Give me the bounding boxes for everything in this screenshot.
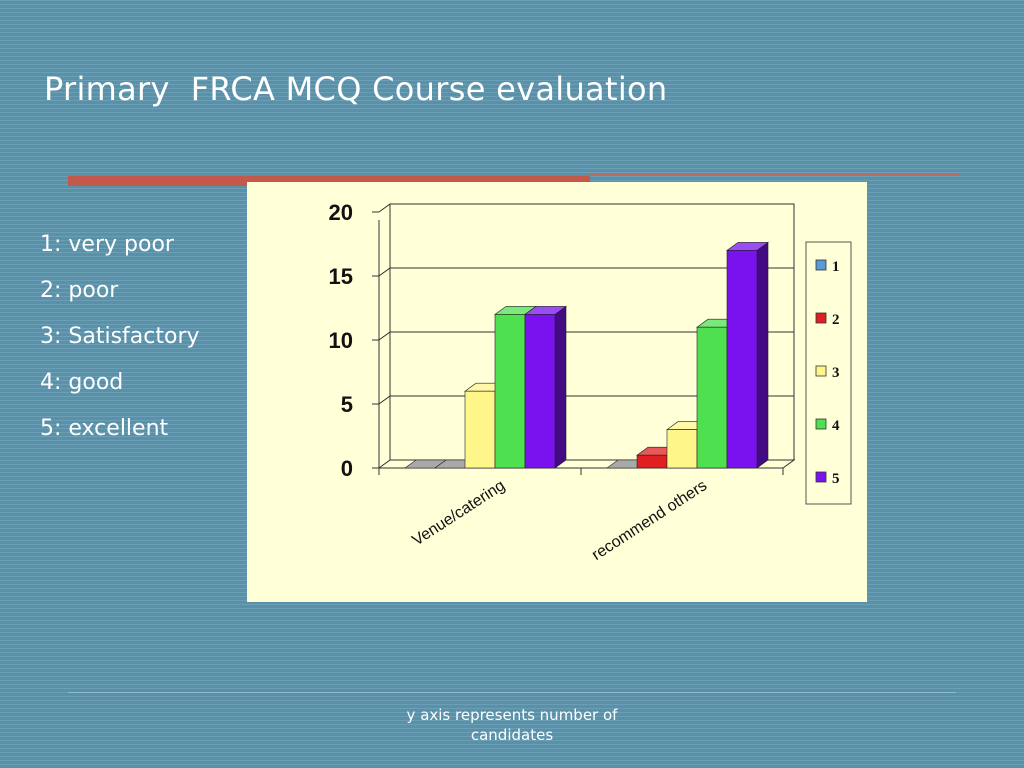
footnote: y axis represents number of candidates — [406, 706, 618, 744]
legend-swatch — [815, 259, 827, 271]
y-tick-label: 0 — [341, 456, 353, 481]
legend-swatch — [815, 312, 827, 324]
gridline — [378, 395, 794, 405]
title-underline-line — [590, 174, 960, 175]
gridline — [378, 331, 794, 341]
bar — [494, 314, 526, 469]
bar — [726, 250, 758, 469]
bar-side — [756, 241, 769, 469]
slide-title: Primary FRCA MCQ Course evaluation — [44, 70, 668, 108]
rating-scale-item: 4: good — [40, 370, 124, 395]
x-category-label: recommend others — [589, 477, 710, 564]
footer-divider — [68, 692, 956, 693]
bar — [666, 429, 698, 469]
rating-scale-item: 1: very poor — [40, 232, 174, 257]
y-tick-label: 20 — [329, 200, 353, 225]
legend-label: 3 — [832, 365, 840, 381]
y-tick-label: 15 — [329, 264, 353, 289]
bar-side — [554, 305, 567, 469]
title-underline-accent — [68, 176, 590, 186]
legend-swatch — [815, 365, 827, 377]
bar — [464, 390, 496, 469]
legend-swatch — [815, 418, 827, 430]
rating-scale-key: 1: very poor 2: poor 3: Satisfactory 4: … — [40, 228, 200, 458]
rating-scale-item: 2: poor — [40, 278, 119, 303]
bar — [636, 454, 668, 469]
y-tick-label: 5 — [341, 392, 353, 417]
bar — [524, 314, 556, 469]
rating-scale-item: 3: Satisfactory — [40, 324, 200, 349]
legend-label: 1 — [832, 259, 840, 275]
legend-box — [805, 241, 852, 505]
legend-label: 5 — [832, 471, 840, 487]
gridline — [378, 267, 794, 277]
bar-chart: 0 5 10 15 20 Venue/catering recommend others 1 2… — [329, 200, 852, 564]
legend-label: 2 — [832, 312, 840, 328]
legend-label: 4 — [832, 418, 840, 434]
gridline — [378, 203, 794, 213]
rating-scale-item: 5: excellent — [40, 416, 169, 441]
bar — [696, 326, 728, 469]
x-category-label: Venue/catering — [409, 477, 508, 549]
legend-swatch — [815, 471, 827, 483]
chart-panel: 0 5 10 15 20 Venue/catering recommend others 1 2… — [247, 182, 867, 602]
y-tick-label: 10 — [329, 328, 353, 353]
